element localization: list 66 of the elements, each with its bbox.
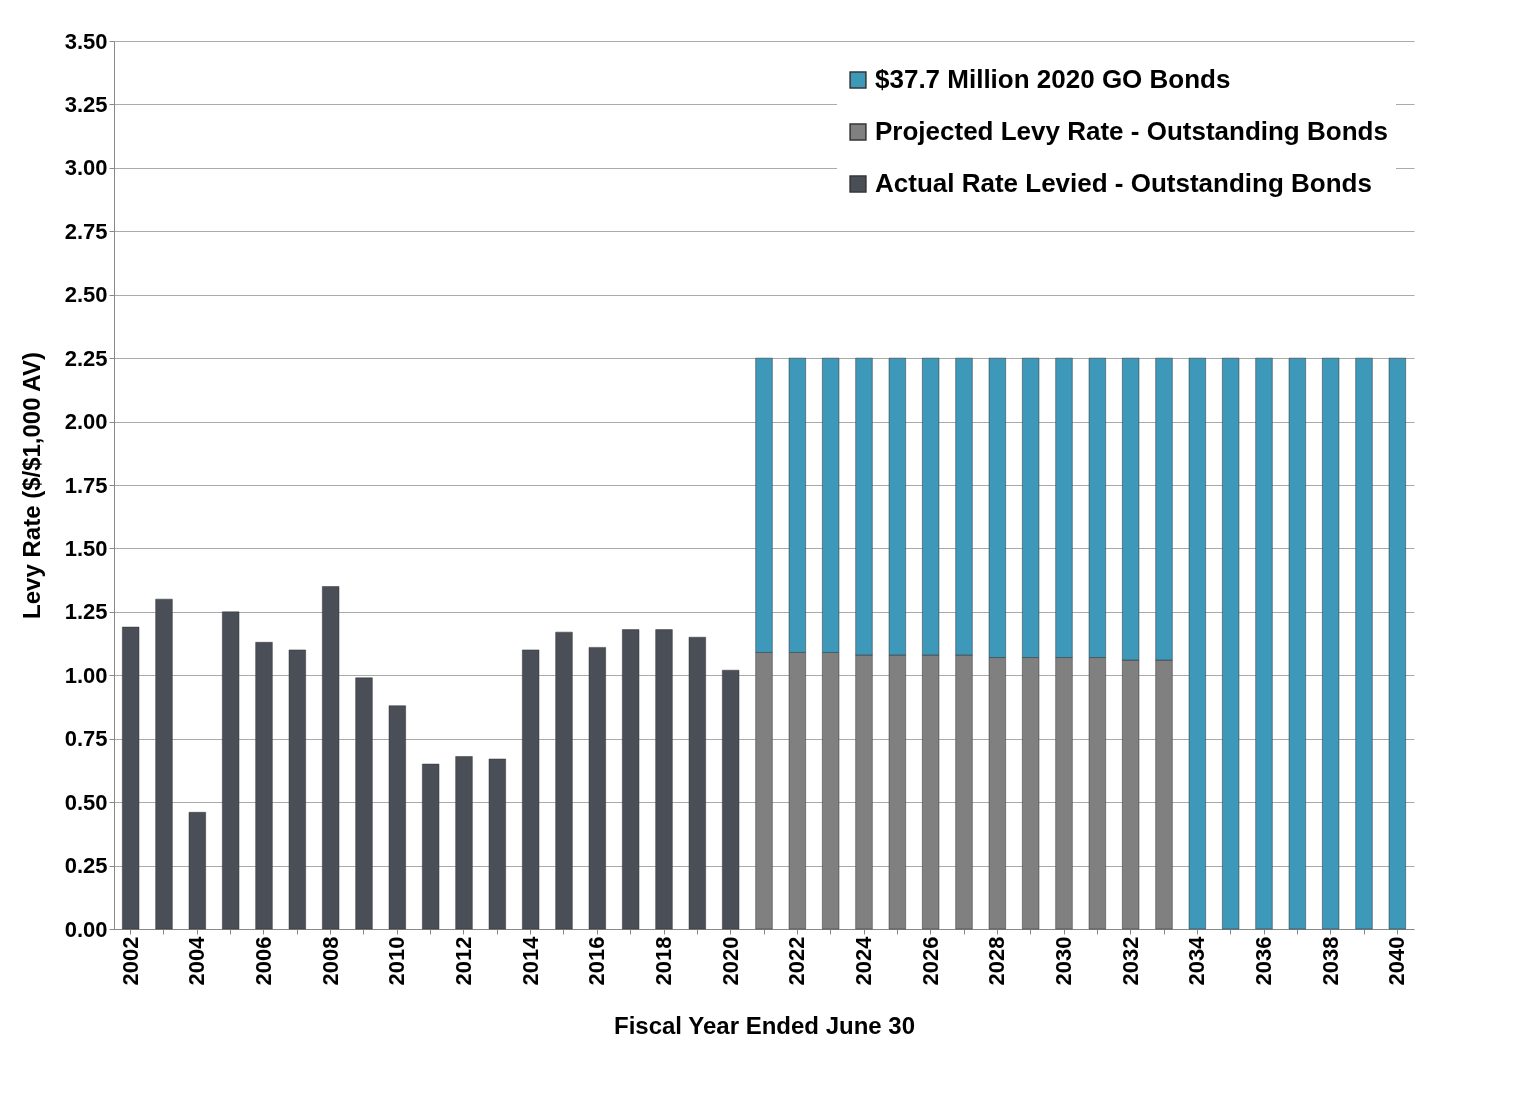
bar bbox=[488, 758, 506, 930]
y-tick-label: 1.00 bbox=[64, 662, 108, 688]
y-tick-label: 2.00 bbox=[64, 409, 108, 435]
bar bbox=[422, 763, 440, 930]
x-tick-label: 2006 bbox=[251, 936, 276, 986]
x-tick-label: 2038 bbox=[1317, 936, 1343, 986]
x-tick-label: 2036 bbox=[1251, 936, 1276, 986]
y-tick-label: 3.25 bbox=[64, 91, 108, 117]
y-tick-label: 0.25 bbox=[64, 853, 108, 879]
y-tick-label: 1.75 bbox=[64, 472, 108, 498]
bar bbox=[322, 586, 340, 930]
x-tick-label: 2034 bbox=[1184, 935, 1210, 986]
y-tick-label: 0.50 bbox=[64, 789, 108, 815]
bar bbox=[722, 669, 740, 930]
legend-label: Actual Rate Levied - Outstanding Bonds bbox=[875, 168, 1372, 198]
bar bbox=[1388, 357, 1406, 930]
y-tick-label: 3.50 bbox=[64, 28, 108, 54]
x-tick-label: 2032 bbox=[1117, 936, 1143, 986]
bar bbox=[455, 756, 473, 930]
x-tick-label: 2004 bbox=[184, 935, 210, 986]
bar bbox=[1188, 357, 1206, 930]
bar bbox=[388, 705, 406, 930]
bar bbox=[688, 636, 706, 930]
legend-label: Projected Levy Rate - Outstanding Bonds bbox=[875, 116, 1388, 146]
x-tick-label: 2008 bbox=[317, 936, 343, 986]
y-tick-label: 2.25 bbox=[64, 345, 108, 371]
bar bbox=[588, 647, 606, 930]
bar bbox=[155, 598, 173, 930]
bar bbox=[122, 626, 140, 930]
legend-label: $37.7 Million 2020 GO Bonds bbox=[875, 64, 1231, 94]
x-axis-title: Fiscal Year Ended June 30 bbox=[613, 1012, 916, 1040]
x-tick-label: 2026 bbox=[917, 936, 943, 986]
x-tick-label: 2016 bbox=[584, 936, 610, 986]
x-tick-label: 2014 bbox=[517, 935, 543, 986]
bar bbox=[188, 812, 206, 930]
bar bbox=[355, 677, 373, 930]
x-tick-label: 2020 bbox=[717, 936, 743, 986]
x-tick-label: 2018 bbox=[651, 936, 676, 986]
y-tick-label: 1.50 bbox=[64, 535, 108, 561]
y-tick-label: 0.00 bbox=[64, 916, 108, 942]
bar bbox=[1222, 357, 1240, 930]
x-tick-label: 2024 bbox=[851, 935, 876, 986]
x-tick-label: 2022 bbox=[784, 936, 810, 986]
bar bbox=[522, 649, 540, 930]
bar bbox=[1255, 357, 1273, 930]
x-tick-label: 2012 bbox=[451, 936, 476, 986]
bar bbox=[622, 629, 640, 930]
bar bbox=[1355, 357, 1373, 930]
bar bbox=[288, 649, 306, 930]
y-tick-label: 2.50 bbox=[64, 282, 108, 308]
bar bbox=[655, 629, 673, 930]
bar bbox=[222, 611, 240, 930]
x-tick-label: 2040 bbox=[1384, 936, 1410, 986]
bar bbox=[1322, 357, 1340, 930]
x-tick-label: 2002 bbox=[117, 936, 143, 986]
x-tick-label: 2010 bbox=[384, 936, 410, 986]
y-tick-label: 1.25 bbox=[64, 599, 108, 625]
bar bbox=[255, 642, 273, 930]
y-tick-label: 3.00 bbox=[64, 155, 108, 181]
bar bbox=[555, 631, 573, 930]
y-tick-label: 0.75 bbox=[64, 726, 108, 752]
y-axis-title: Levy Rate ($/$1,000 AV) bbox=[17, 352, 45, 619]
x-tick-label: 2030 bbox=[1051, 936, 1076, 986]
y-tick-label: 2.75 bbox=[64, 218, 108, 244]
bar bbox=[1288, 357, 1306, 930]
x-tick-label: 2028 bbox=[984, 936, 1010, 986]
